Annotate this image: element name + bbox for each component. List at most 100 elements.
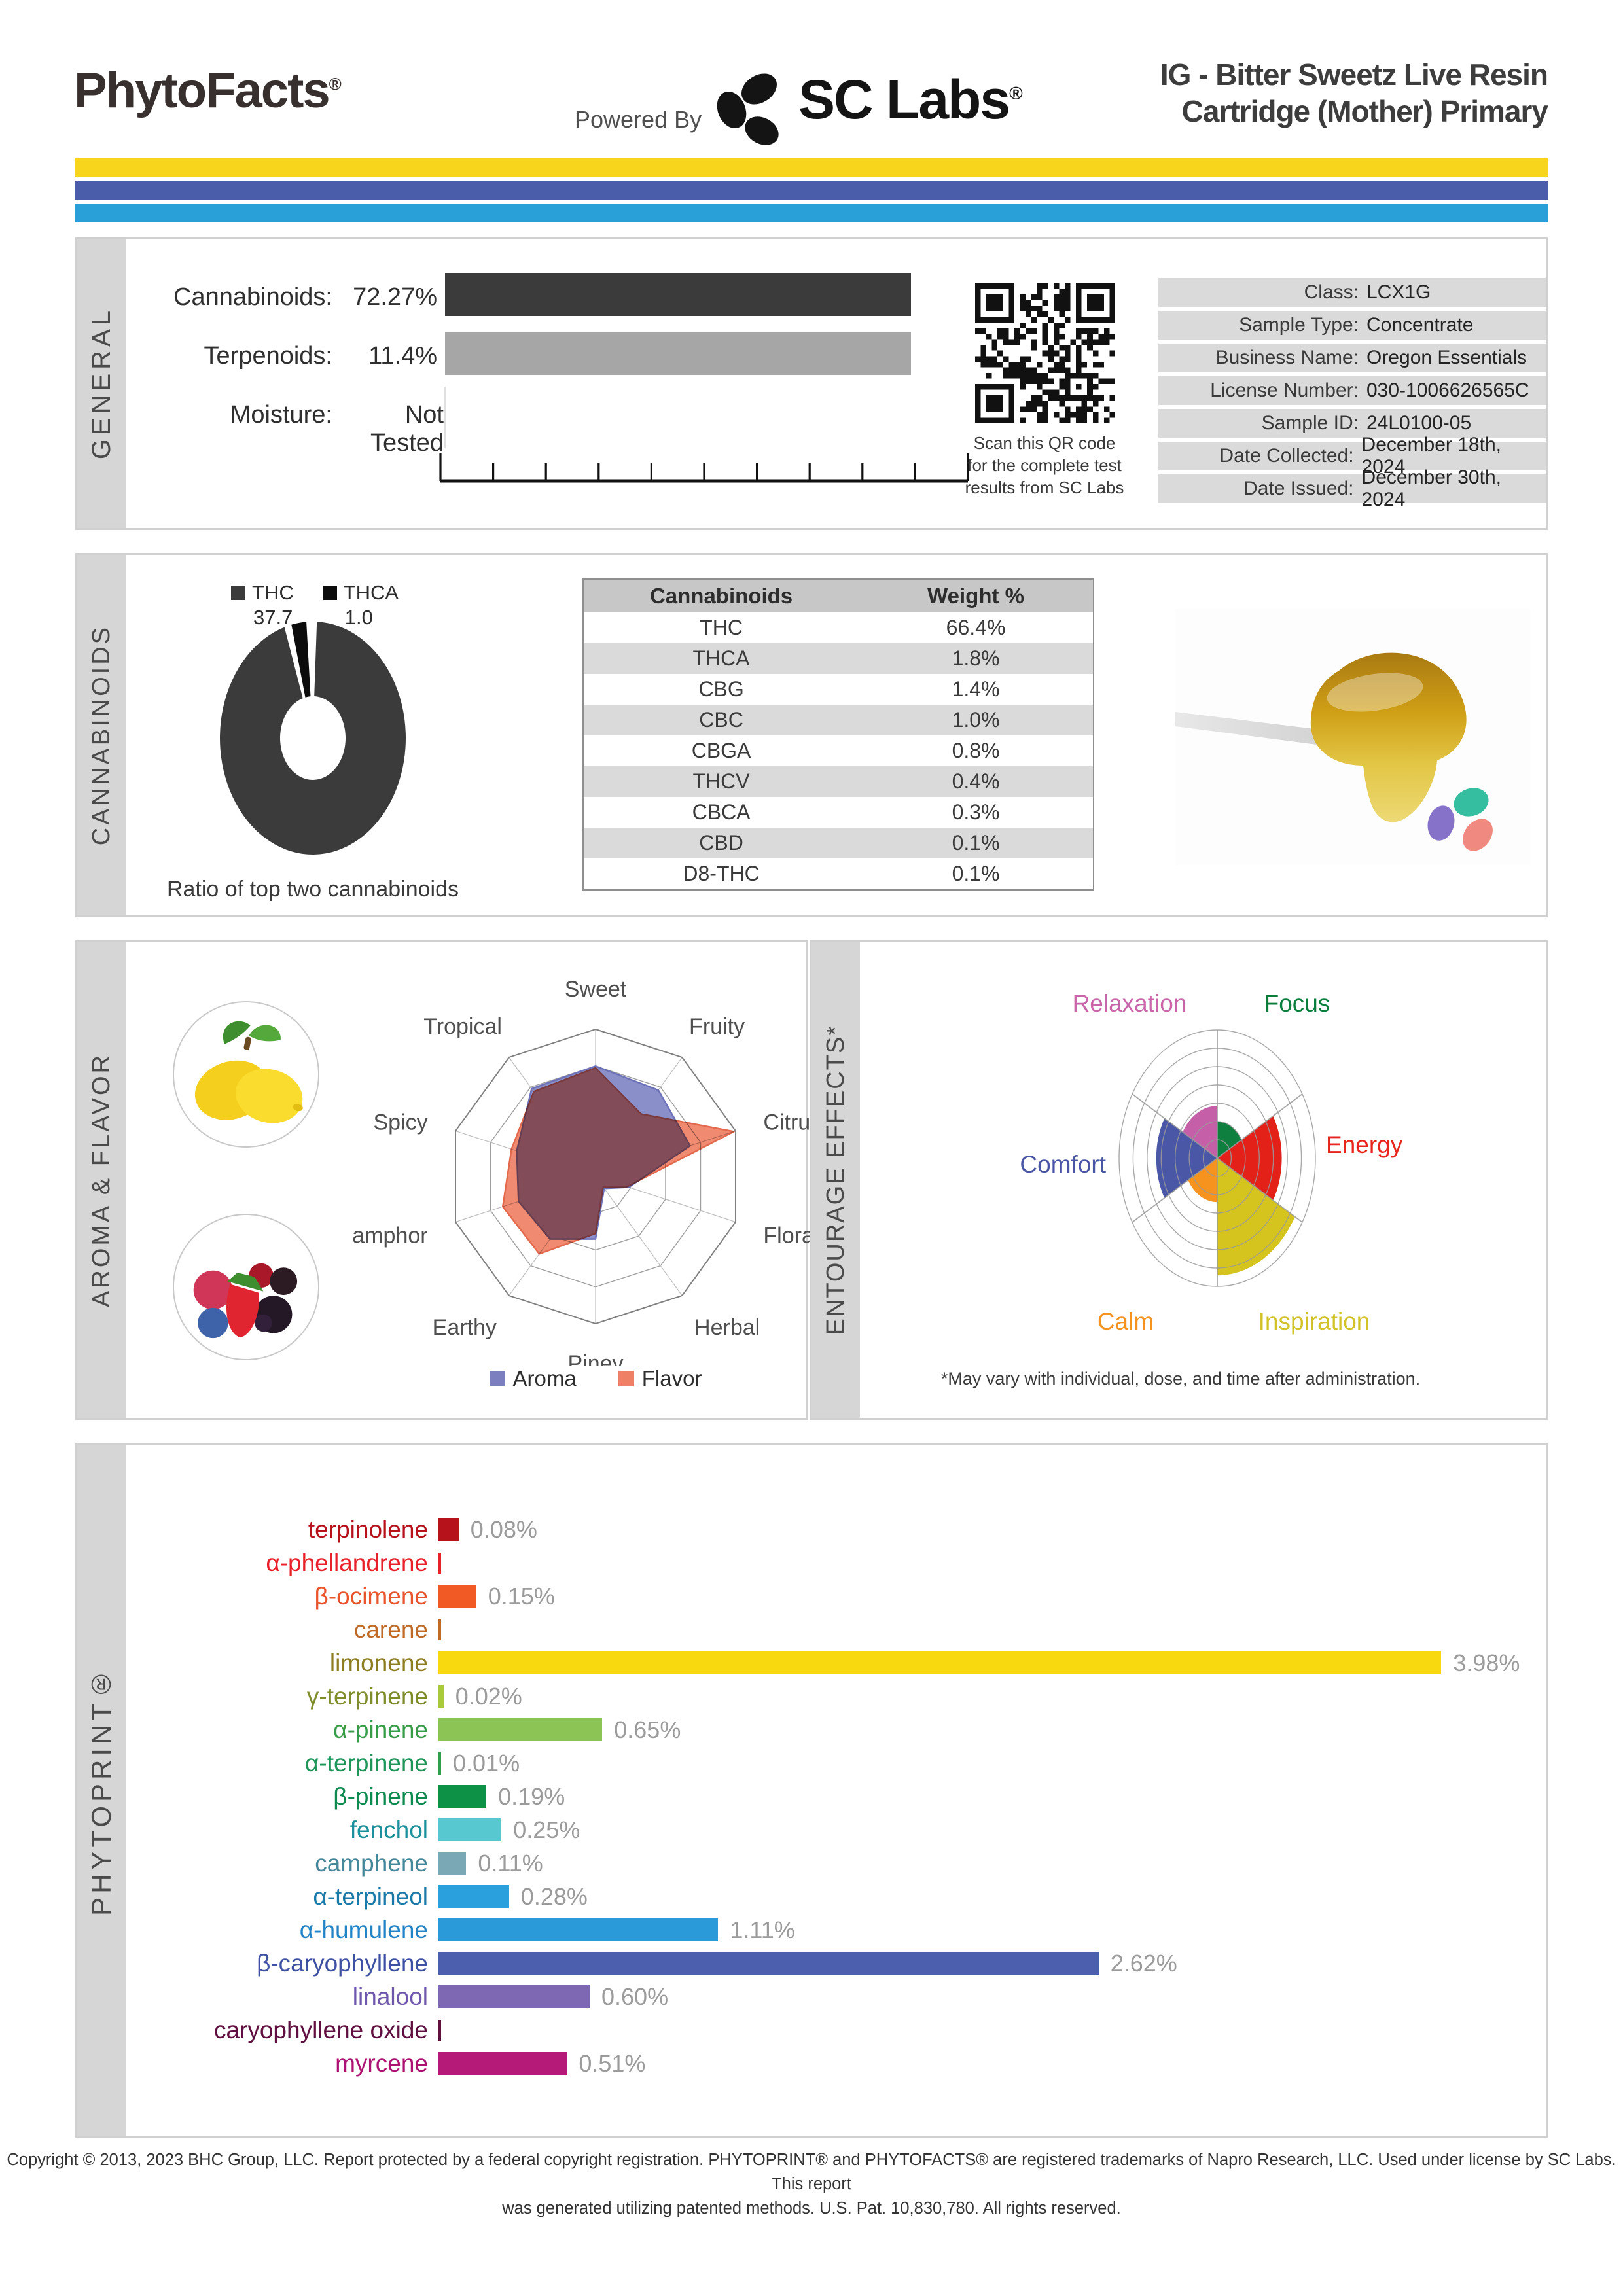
qr-module (1048, 356, 1054, 362)
qr-module (1109, 350, 1115, 357)
lemon-leaf-right (249, 1025, 281, 1042)
black-currant (270, 1267, 298, 1296)
radar-axis-label: Fruity (689, 1014, 745, 1039)
terpene-label: terpinolene (308, 1515, 428, 1543)
qr-module (1053, 395, 1060, 401)
qr-module (1087, 334, 1093, 340)
qr-module (1003, 339, 1009, 345)
qr-module (991, 356, 998, 362)
qr-module (1076, 367, 1082, 373)
qr-module (1092, 417, 1099, 423)
radar-axis-label: Camphor (352, 1223, 428, 1248)
qr-module (1037, 361, 1043, 368)
terpenoids-total-value: 11.4% (368, 342, 437, 370)
qr-module (1053, 283, 1060, 289)
resin-highlight (1327, 673, 1423, 712)
cannabinoid-table-row: CBC 1.0% (584, 705, 1093, 735)
terpenoids-total-label: Terpenoids: (204, 342, 332, 370)
qr-module (1042, 417, 1048, 423)
brand-text: PhytoFacts (74, 63, 330, 118)
info-row: Date Collected: December 18th, 2024 (1158, 434, 1546, 478)
info-value: 24L0100-05 (1366, 412, 1472, 434)
qr-module (1103, 339, 1110, 345)
qr-module (1059, 367, 1065, 373)
report-title-line1: IG - Bitter Sweetz Live Resin (1160, 58, 1548, 92)
sample-info-table: Class: LCX1G Sample Type: Concentrate Busine… (1158, 278, 1546, 510)
terpene-row: terpinolene 0.08% (132, 1513, 1535, 1546)
qr-module (1048, 395, 1054, 401)
qr-module (1037, 395, 1043, 401)
entourage-footnote: *May vary with individual, dose, and tim… (940, 1369, 1421, 1388)
scale-ruler (439, 453, 969, 483)
cannabinoid-ratio-donut-chart (220, 622, 406, 855)
cannabinoid-table-header-weight: Weight % (927, 584, 1024, 608)
cannabinoid-table-row: THCA 1.8% (584, 643, 1093, 674)
qr-module (980, 345, 987, 351)
qr-module (1020, 334, 1026, 340)
qr-module (1109, 334, 1115, 340)
terpene-label: camphene (315, 1849, 428, 1877)
terpene-bar (438, 1818, 502, 1841)
qr-module (1026, 300, 1031, 306)
cannabinoid-table-body: THC 66.4% THCA 1.8% CBG 1.4% CBC 1.0% CBGA 0.8% TH… (584, 612, 1093, 889)
qr-module (1042, 328, 1048, 334)
qr-module (1070, 412, 1077, 418)
qr-module (1003, 372, 1009, 379)
qr-module (986, 356, 992, 362)
moisture-value: Not Tested (370, 401, 444, 457)
radar-axis-label: Sweet (565, 977, 627, 1002)
qr-module (1026, 378, 1031, 385)
terpene-value: 0.11% (478, 1849, 543, 1877)
info-label: Business Name: (1215, 347, 1359, 368)
qr-module (1103, 378, 1110, 385)
sc-labs-wordmark: SC Labs® (798, 68, 1023, 132)
moisture-label: Moisture: (230, 401, 332, 429)
cannabinoid-table-row: CBGA 0.8% (584, 735, 1093, 766)
terpene-label: linalool (352, 1983, 428, 2010)
terpene-row: α-humulene 1.11% (132, 1913, 1535, 1947)
qr-module (1064, 300, 1071, 306)
qr-caption-line2: for the complete test (967, 455, 1122, 475)
qr-module (980, 328, 987, 334)
donut-caption: Ratio of top two cannabinoids (166, 877, 459, 902)
info-label: Date Collected: (1219, 445, 1354, 467)
qr-module (1042, 334, 1048, 340)
qr-module (1103, 406, 1110, 412)
qr-module (1092, 412, 1099, 418)
qr-finder-inner (986, 395, 1003, 412)
cannabinoid-name: THC (700, 616, 743, 639)
footer-line2: was generated utilizing patented methods… (502, 2199, 1121, 2217)
donut-legend-swatch (322, 586, 337, 600)
qr-module (1053, 339, 1060, 345)
header-stripe-blue (75, 204, 1548, 222)
rose-label-energy: Energy (1326, 1131, 1403, 1158)
donut-legend-value: 37.7 (253, 606, 293, 629)
terpene-row: fenchol 0.25% (132, 1813, 1535, 1846)
aroma-flavor-section-tab: AROMA & FLAVOR (77, 942, 126, 1418)
strawberry-leaves (227, 1273, 264, 1292)
qr-module (1064, 317, 1071, 323)
qr-module (1031, 328, 1037, 334)
qr-module (1020, 300, 1026, 306)
terpene-label: carene (353, 1616, 428, 1643)
info-label: Date Issued: (1243, 478, 1354, 499)
qr-module (1031, 378, 1037, 385)
rose-label-focus: Focus (1264, 990, 1330, 1017)
qr-module (1064, 350, 1071, 357)
legend-item-flavor: Flavor (618, 1366, 702, 1391)
qr-module (1048, 317, 1054, 323)
qr-module (1014, 372, 1020, 379)
rose-wedge-energy (1217, 1116, 1282, 1201)
qr-module (1031, 406, 1037, 412)
qr-module (1053, 300, 1060, 306)
qr-module (1020, 361, 1026, 368)
qr-module (1076, 412, 1082, 418)
qr-module (1059, 378, 1065, 385)
dab-tool (1175, 712, 1347, 749)
info-value: LCX1G (1366, 281, 1431, 303)
general-section-tab: GENERAL (77, 239, 126, 528)
qr-module (1042, 300, 1048, 306)
qr-module (1064, 294, 1071, 300)
cannabinoid-weight: 0.4% (952, 769, 1000, 793)
